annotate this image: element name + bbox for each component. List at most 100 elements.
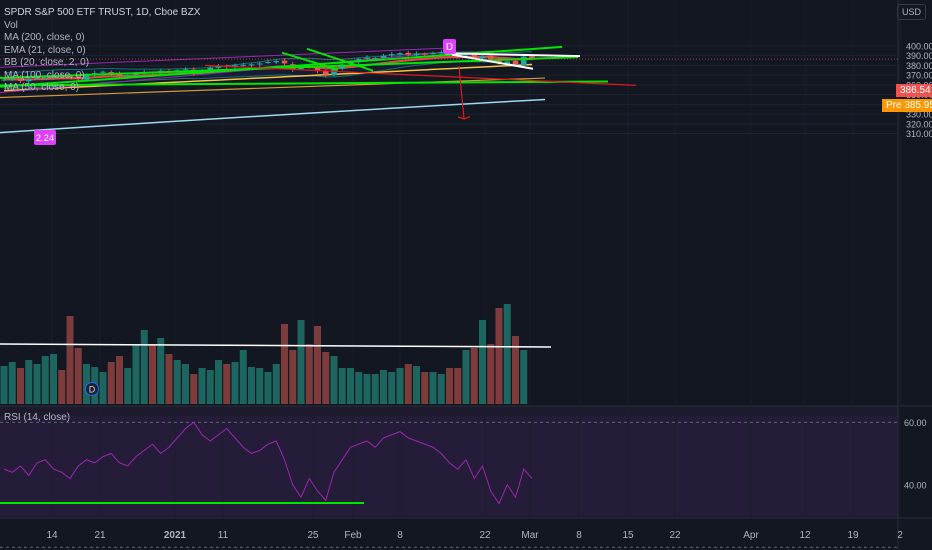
ma50-line <box>3 63 533 92</box>
x-tick-label: 14 <box>46 530 58 541</box>
candle-body <box>133 73 139 76</box>
value-tag-label: 2.24 <box>36 133 55 144</box>
candle-body <box>25 79 32 82</box>
volume-bar <box>256 368 264 404</box>
candle-body <box>83 75 90 80</box>
rsi-tick-label: 40.00 <box>904 480 927 490</box>
candle-body <box>413 53 420 56</box>
volume-bar <box>281 324 288 404</box>
legend-bb[interactable]: BB (20, close, 2, 0) <box>4 57 90 68</box>
volume-bar <box>165 354 173 404</box>
volume-bar <box>231 362 239 404</box>
volume-bar <box>272 364 280 404</box>
volume-bar <box>124 368 132 404</box>
candle-body <box>265 61 271 63</box>
volume-bar <box>446 368 453 404</box>
volume-bar <box>190 374 198 404</box>
candle-body <box>314 67 321 72</box>
volume-bar <box>173 360 181 404</box>
x-tick-label: 15 <box>622 530 634 541</box>
x-tick-label: Mar <box>521 530 539 541</box>
candle-body <box>9 78 16 80</box>
legend-ema21[interactable]: EMA (21, close, 0) <box>4 44 86 56</box>
candle-body <box>17 77 24 81</box>
volume-bar <box>116 356 123 404</box>
volume-bar <box>25 360 33 404</box>
volume-bar <box>107 362 115 404</box>
drawings: D 2.24 D <box>0 39 898 396</box>
candle-body <box>273 60 280 63</box>
volume-bar <box>140 330 148 404</box>
rsi-band <box>0 416 898 516</box>
red-arrow-shaft <box>458 66 465 120</box>
x-tick-label: 12 <box>799 530 811 541</box>
dividend-marker-bottom-label: D <box>89 385 96 395</box>
volume-bar <box>437 374 445 404</box>
candle-body <box>182 69 189 71</box>
volume-bar <box>413 366 420 404</box>
candle-body <box>124 75 131 77</box>
volume-bar <box>338 368 346 404</box>
volume-bar <box>17 368 24 404</box>
x-tick-label: 2021 <box>164 530 187 541</box>
candle-body <box>42 77 49 79</box>
wedge-bottom-white <box>451 53 534 70</box>
currency-button[interactable]: USD <box>896 4 926 20</box>
volume-bar <box>99 372 107 404</box>
legend-ma200[interactable]: MA (200, close, 0) <box>4 32 85 43</box>
candle-body <box>421 53 428 55</box>
legend-vol[interactable]: Vol <box>4 19 18 31</box>
volume-bar <box>74 348 82 404</box>
volume-bar <box>512 336 519 404</box>
volume-bar <box>371 374 379 404</box>
volume-bar <box>503 304 511 404</box>
x-tick-label: 11 <box>218 530 229 541</box>
candle-body <box>298 67 304 70</box>
volume-bar <box>479 320 486 404</box>
legend-ma50[interactable]: MA (50, close, 0) <box>4 82 80 93</box>
volume-bar <box>396 368 404 404</box>
candle-body <box>364 57 370 59</box>
volume-bar <box>470 348 478 404</box>
volume-bar <box>305 344 313 404</box>
red-trendline <box>204 64 637 86</box>
volume-bar <box>297 320 305 404</box>
dividend-marker-top <box>443 39 456 54</box>
volume-bar <box>58 370 66 404</box>
flag-line-1 <box>281 51 339 71</box>
legend-ma100[interactable]: MA (100, close, 0) <box>4 69 85 81</box>
volume-bar <box>206 370 214 404</box>
symbol-title[interactable]: SPDR S&P 500 ETF TRUST, 1D, Cboe BZX <box>4 7 201 18</box>
candle-body <box>479 56 486 59</box>
y-tick-label: 320.00 <box>906 119 932 129</box>
candle-body <box>496 59 502 64</box>
candle-body <box>75 76 82 80</box>
volume-bars <box>0 304 552 404</box>
volume-bar <box>289 350 297 404</box>
x-tick-label: 25 <box>307 530 319 541</box>
rsi-legend[interactable]: RSI (14, close) <box>4 412 71 423</box>
volume-bar <box>41 356 49 404</box>
y-tick-label: 390.00 <box>906 51 932 61</box>
dividend-marker-top-label: D <box>446 42 453 53</box>
x-tick-label: 19 <box>847 530 859 541</box>
candle-body <box>215 66 222 68</box>
volume-bar <box>388 372 396 404</box>
volume-bar <box>149 344 156 404</box>
volume-bar <box>157 338 165 404</box>
volume-bar <box>355 372 363 404</box>
candle-body <box>34 77 40 79</box>
rsi-line <box>3 421 533 505</box>
red-arrow-head <box>457 115 471 120</box>
volume-bar <box>8 362 16 404</box>
last-price-tag: 386.54 <box>896 84 932 97</box>
rsi-pane <box>0 421 898 548</box>
volume-trendline <box>0 343 552 348</box>
y-tick-label: 380.00 <box>906 61 932 71</box>
candle-body <box>438 52 445 54</box>
dividend-marker-bottom <box>85 382 99 396</box>
wedge-top-white <box>444 52 581 58</box>
candle-body <box>248 64 255 66</box>
